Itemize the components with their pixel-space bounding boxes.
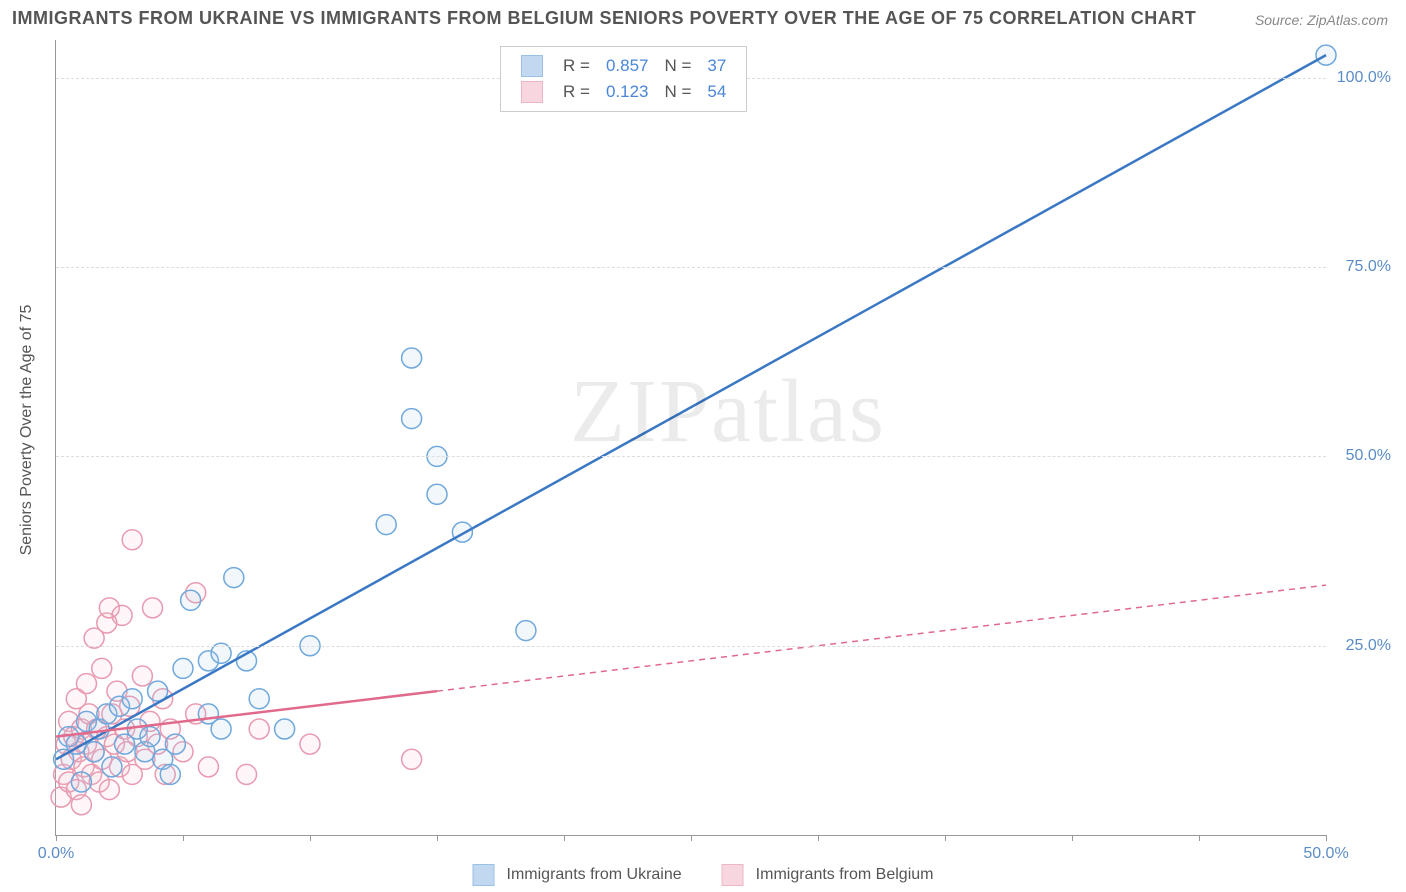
legend-stats-table: R =0.857N =37R =0.123N =54 (513, 53, 734, 105)
x-tick (183, 835, 184, 841)
scatter-point (140, 727, 160, 747)
legend-n-value: 37 (699, 53, 734, 79)
scatter-point (76, 674, 96, 694)
y-tick-label: 75.0% (1346, 258, 1391, 276)
source-name: ZipAtlas.com (1307, 12, 1388, 28)
scatter-point (1316, 45, 1336, 65)
gridline (56, 456, 1326, 457)
bottom-legend-item: Immigrants from Belgium (722, 864, 934, 886)
scatter-point (249, 689, 269, 709)
source-attribution: Source: ZipAtlas.com (1255, 12, 1388, 28)
scatter-point (122, 689, 142, 709)
scatter-point (165, 734, 185, 754)
scatter-point (71, 772, 91, 792)
x-tick (1199, 835, 1200, 841)
legend-series-label: Immigrants from Belgium (756, 866, 934, 884)
scatter-point (275, 719, 295, 739)
y-axis-title: Seniors Poverty Over the Age of 75 (18, 305, 36, 556)
legend-n-value: 54 (699, 79, 734, 105)
y-tick-label: 25.0% (1346, 637, 1391, 655)
legend-swatch (521, 55, 543, 77)
scatter-point (160, 764, 180, 784)
scatter-point (427, 484, 447, 504)
x-tick (945, 835, 946, 841)
scatter-point (99, 780, 119, 800)
legend-stats-row: R =0.857N =37 (513, 53, 734, 79)
scatter-point (173, 658, 193, 678)
x-tick (310, 835, 311, 841)
scatter-point (143, 598, 163, 618)
legend-series-label: Immigrants from Ukraine (507, 866, 682, 884)
scatter-point (92, 658, 112, 678)
scatter-point (102, 757, 122, 777)
regression-line (56, 55, 1326, 759)
gridline (56, 646, 1326, 647)
x-tick (1326, 835, 1327, 841)
legend-n-label: N = (656, 53, 699, 79)
chart-svg (56, 40, 1326, 835)
scatter-point (516, 621, 536, 641)
scatter-point (211, 719, 231, 739)
scatter-point (402, 749, 422, 769)
scatter-point (224, 568, 244, 588)
scatter-point (237, 764, 257, 784)
x-tick (691, 835, 692, 841)
scatter-point (122, 530, 142, 550)
scatter-point (132, 666, 152, 686)
x-tick-label: 50.0% (1303, 845, 1348, 863)
x-tick (818, 835, 819, 841)
source-prefix: Source: (1255, 12, 1307, 28)
scatter-point (376, 515, 396, 535)
legend-stats-row: R =0.123N =54 (513, 79, 734, 105)
scatter-point (198, 757, 218, 777)
x-tick (1072, 835, 1073, 841)
gridline (56, 267, 1326, 268)
scatter-point (300, 734, 320, 754)
x-tick (56, 835, 57, 841)
bottom-legend: Immigrants from Ukraine Immigrants from B… (473, 864, 934, 886)
scatter-point (249, 719, 269, 739)
x-tick-label: 0.0% (38, 845, 74, 863)
scatter-point (402, 348, 422, 368)
y-tick-label: 50.0% (1346, 447, 1391, 465)
legend-swatch (473, 864, 495, 886)
legend-r-label: R = (555, 79, 598, 105)
y-tick-label: 100.0% (1337, 69, 1391, 87)
legend-n-label: N = (656, 79, 699, 105)
legend-swatch (722, 864, 744, 886)
scatter-point (71, 795, 91, 815)
chart-title: IMMIGRANTS FROM UKRAINE VS IMMIGRANTS FR… (12, 8, 1196, 29)
plot-area: 25.0%50.0%75.0%100.0%0.0%50.0% (55, 40, 1326, 836)
x-tick (564, 835, 565, 841)
scatter-point (402, 409, 422, 429)
legend-r-value: 0.123 (598, 79, 657, 105)
bottom-legend-item: Immigrants from Ukraine (473, 864, 682, 886)
legend-swatch (521, 81, 543, 103)
scatter-point (84, 742, 104, 762)
regression-line-dashed (437, 585, 1326, 691)
scatter-point (181, 590, 201, 610)
x-tick (437, 835, 438, 841)
legend-r-label: R = (555, 53, 598, 79)
legend-stats-box: R =0.857N =37R =0.123N =54 (500, 46, 747, 112)
legend-r-value: 0.857 (598, 53, 657, 79)
scatter-point (112, 605, 132, 625)
